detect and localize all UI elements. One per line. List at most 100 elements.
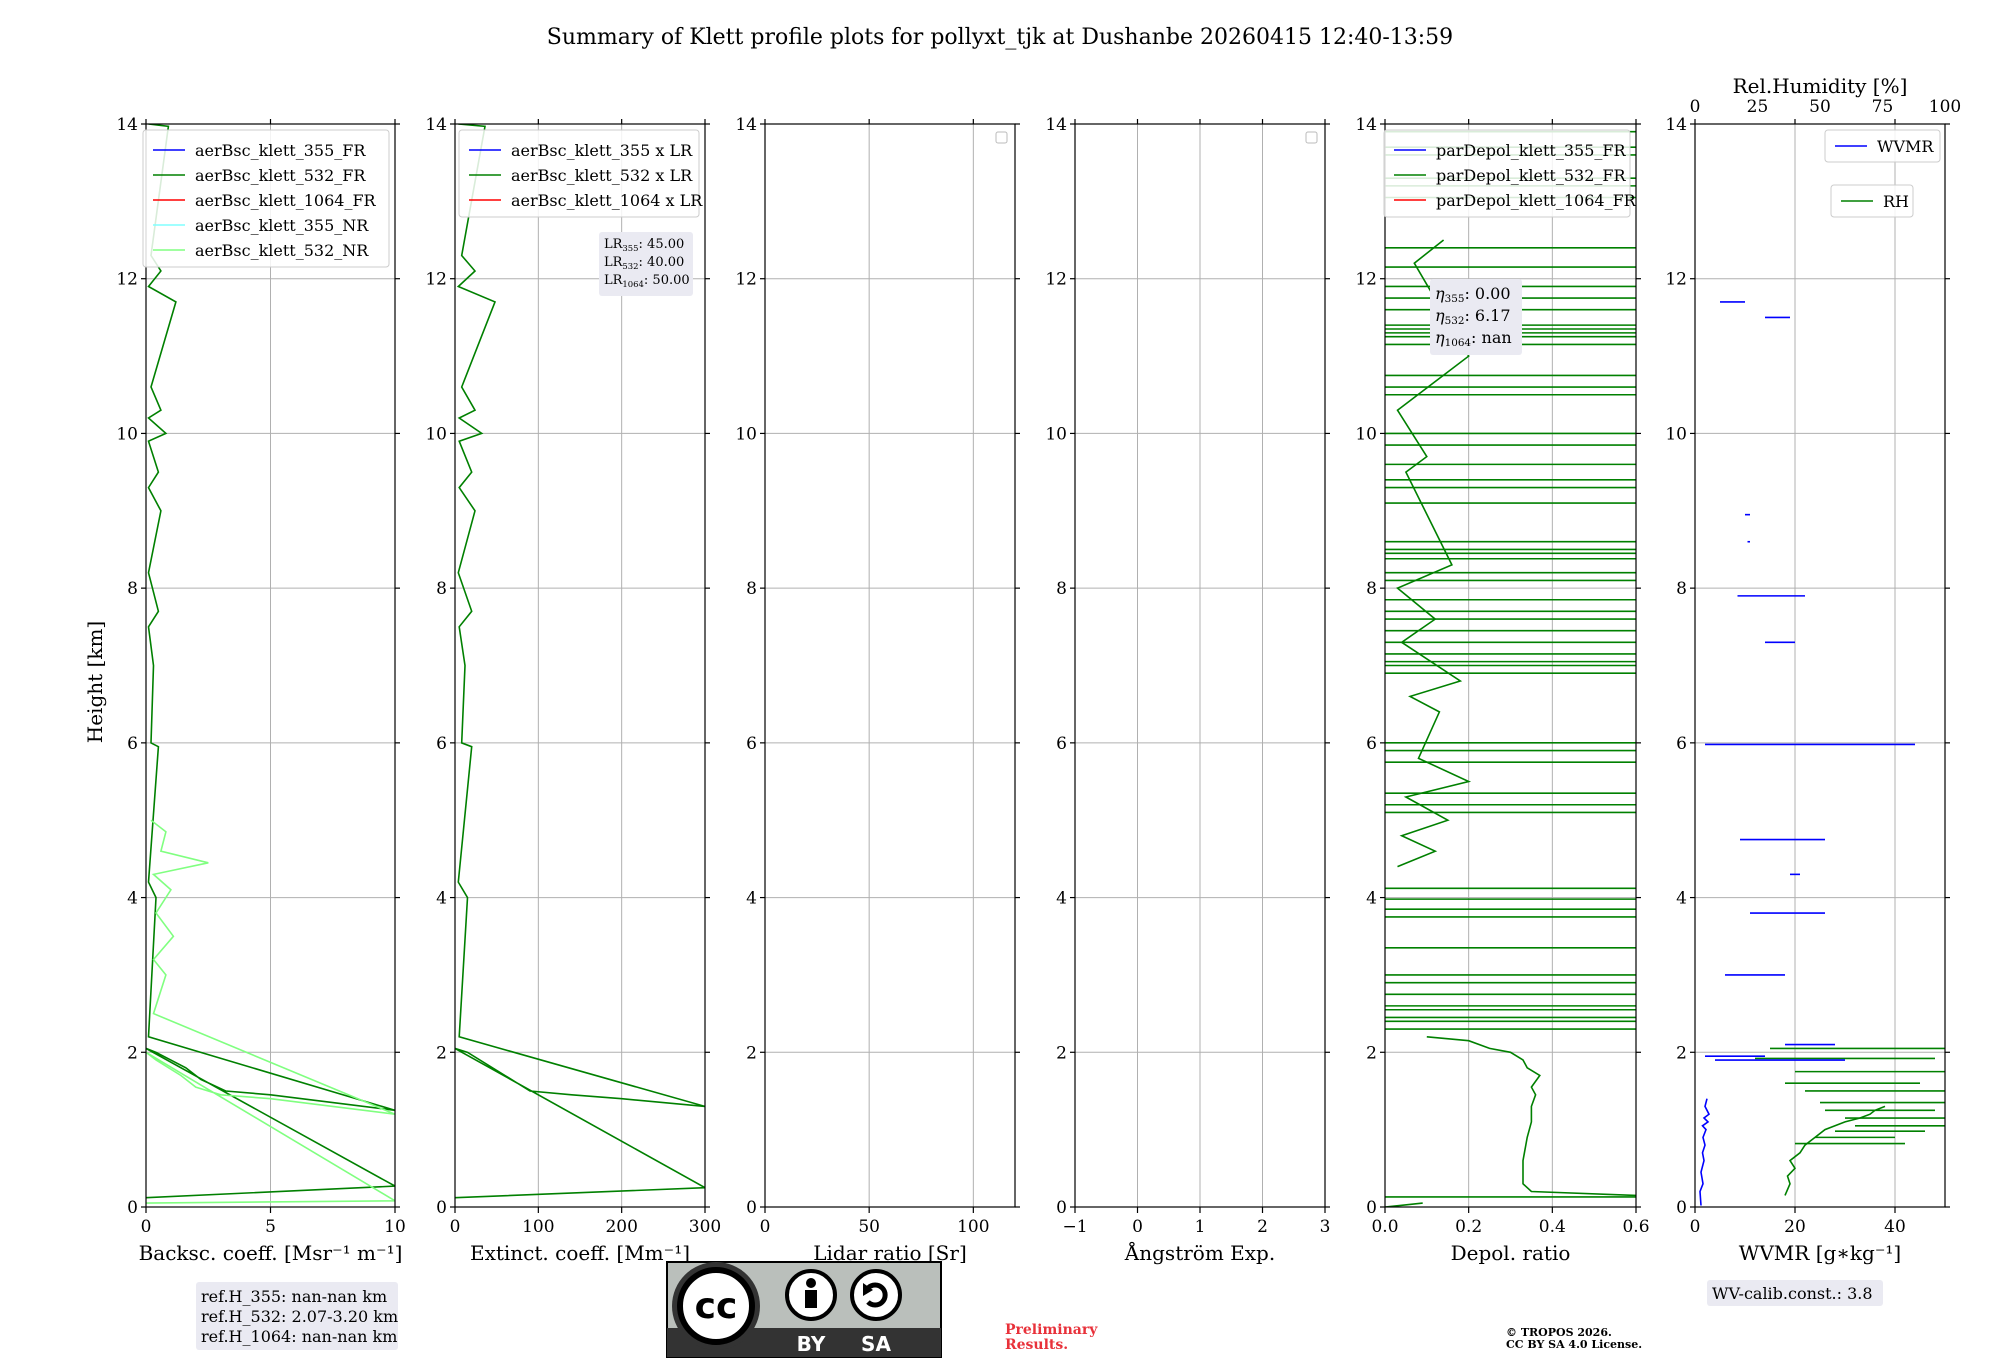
x2-tick-label: 0 [1690,97,1701,117]
data-layer [1385,130,1636,1207]
x-tick-label: 0.2 [1455,1217,1482,1237]
sa-label: SA [861,1332,891,1356]
x-tick-label: 100 [522,1217,554,1237]
x2-tick-label: 75 [1872,97,1894,117]
y-tick-label: 8 [746,579,757,599]
empty-legend-icon [1305,131,1318,144]
x-tick-label: 0 [141,1217,152,1237]
cc-logo-text: cc [695,1286,738,1327]
y-tick-label: 8 [1366,579,1377,599]
empty-legend-icon [995,131,1008,144]
x-tick-label: 0.6 [1622,1217,1649,1237]
y-tick-label: 12 [116,270,138,290]
y-tick-label: 2 [1366,1043,1377,1063]
figure-title: Summary of Klett profile plots for polly… [547,25,1453,50]
x-axis-label: Extinct. coeff. [Mm⁻¹] [470,1241,690,1265]
preliminary-line-1: Preliminary [1005,1322,1098,1338]
y-tick-label: 6 [746,734,757,754]
preliminary-line-2: Results. [1005,1337,1068,1353]
legend-label: aerBsc_klett_532_NR [195,241,369,260]
annotation-text: η355: 0.00 [1435,284,1511,305]
x-tick-label: 1 [1195,1217,1206,1237]
series-WVMR [1699,1098,1711,1206]
y-tick-label: 0 [1676,1198,1687,1218]
legend-box [142,129,390,268]
y-tick-label: 2 [436,1043,447,1063]
x-tick-label: 200 [605,1217,637,1237]
x-tick-label: 20 [1784,1217,1806,1237]
annotation-text: LR532: 40.00 [604,255,684,271]
annotation-box [599,232,693,296]
legend-label: aerBsc_klett_1064_FR [195,191,377,210]
x-tick-label: 0 [1690,1217,1701,1237]
legend-box [458,129,700,218]
y-tick-label: 10 [425,424,447,444]
ref-height-box: ref.H_355: nan-nan km ref.H_532: 2.07-3.… [196,1282,398,1350]
share-alike-icon [850,1269,902,1321]
x2-tick-label: 25 [1747,97,1769,117]
y-tick-label: 8 [1676,579,1687,599]
x-tick-label: 2 [1257,1217,1268,1237]
y-tick-label: 0 [1366,1198,1377,1218]
series-aerBsc_klett_532 x LR [455,124,705,1199]
y-tick-label: 10 [1045,424,1067,444]
data-layer [1699,301,1945,1206]
x-tick-label: 0 [760,1217,771,1237]
y-tick-label: 6 [436,734,447,754]
y-tick-label: 0 [746,1198,757,1218]
legend-label: aerBsc_klett_355 x LR [511,141,693,160]
y-tick-label: 4 [436,889,447,909]
data-layer [146,124,395,1204]
ref-height-532: ref.H_532: 2.07-3.20 km [201,1307,398,1326]
y-tick-label: 4 [746,889,757,909]
legend-box [1824,129,1941,163]
by-label: BY [797,1332,826,1356]
panel-bsc: 0 2 4 6 8 10 12 14 0 5 10 Backsc. coeff. [Msr⁻¹ m⁻¹… [116,115,405,1265]
x-tick-label: 0 [450,1217,461,1237]
panel-ext: 0 2 4 6 8 10 12 14 0 100 200 300 Extinct. coeff. [Mm… [425,115,721,1265]
series-RH [1784,1105,1886,1196]
y-tick-label: 2 [127,1043,138,1063]
y-tick-label: 4 [127,889,138,909]
ref-height-355: ref.H_355: nan-nan km [201,1287,387,1306]
x-tick-label: 50 [858,1217,880,1237]
y-tick-label: 12 [1665,270,1687,290]
y-tick-label: 12 [735,270,757,290]
y-tick-label: 12 [425,270,447,290]
x-axis-label: Ångström Exp. [1124,1240,1275,1265]
y-tick-label: 8 [127,579,138,599]
x-tick-label: 3 [1320,1217,1331,1237]
legend-label: WVMR [1877,137,1934,156]
series-aerBsc_klett_532_FR [146,124,395,1199]
y-tick-label: 4 [1366,889,1377,909]
y-tick-label: 10 [1665,424,1687,444]
x2-tick-label: 50 [1809,97,1831,117]
axes-frame [1694,123,1946,1208]
legend-label: RH [1883,192,1909,211]
y-tick-label: 14 [116,115,138,135]
y-tick-label: 14 [425,115,447,135]
y-tick-label: 6 [1676,734,1687,754]
y-tick-label: 14 [1355,115,1377,135]
y-tick-label: 6 [1056,734,1067,754]
axes-frame [454,123,706,1208]
x-tick-label: 300 [689,1217,721,1237]
x-tick-label: 0.4 [1539,1217,1566,1237]
axes-frame [764,123,1016,1208]
y-tick-label: 6 [127,734,138,754]
legend-box [1383,129,1631,218]
y-tick-label: 8 [1056,579,1067,599]
y-tick-label: 2 [1676,1043,1687,1063]
y-tick-label: 10 [735,424,757,444]
y-tick-label: 6 [1366,734,1377,754]
y-tick-label: 0 [1056,1198,1067,1218]
cc-license-badge[interactable]: cc BY SA [666,1261,942,1358]
y-axis-label: Height [km] [83,621,107,743]
x-tick-label: 5 [265,1217,276,1237]
ref-height-1064: ref.H_1064: nan-nan km [201,1327,397,1346]
y-tick-label: 2 [746,1043,757,1063]
